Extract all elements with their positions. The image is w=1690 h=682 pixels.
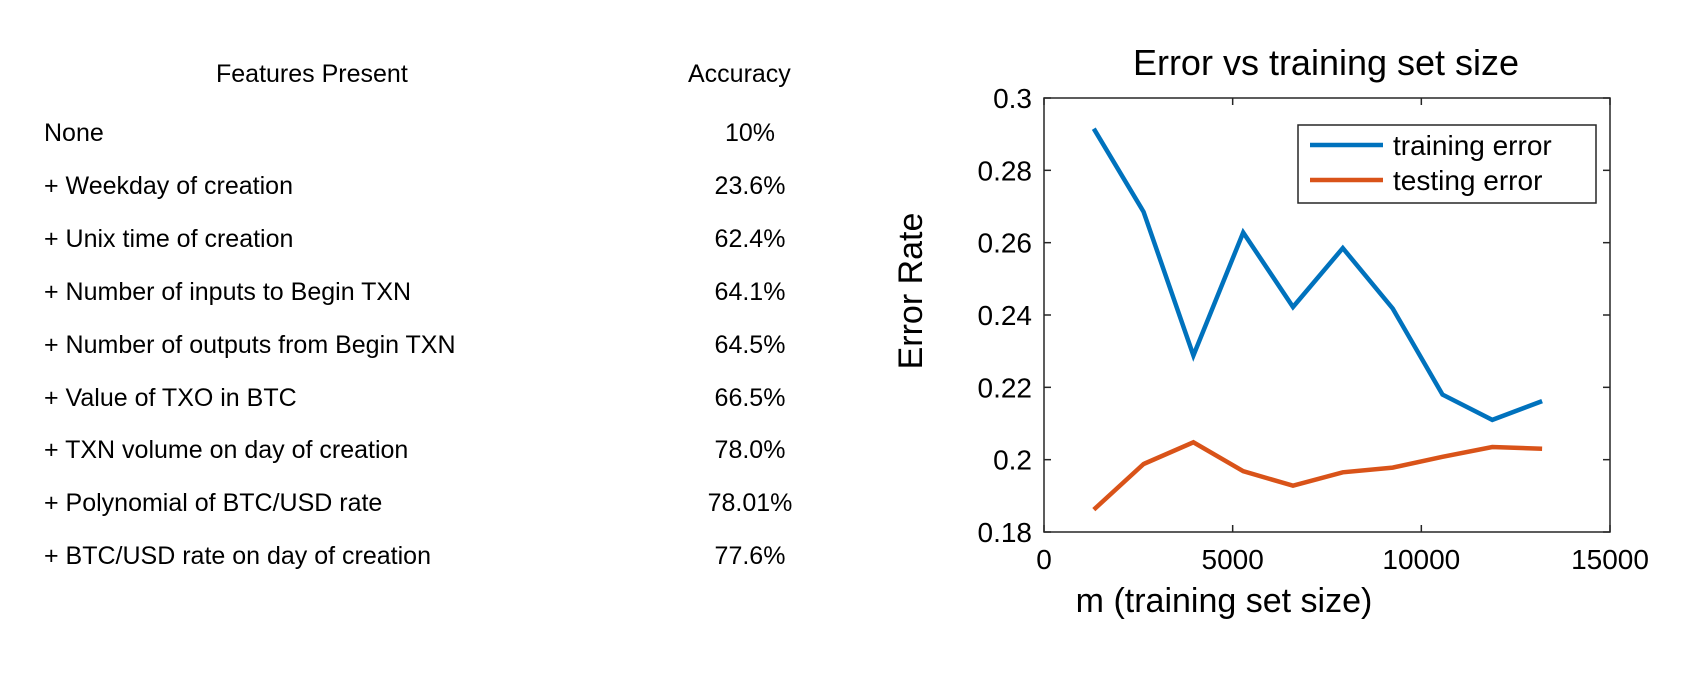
table-row: + Weekday of creation 23.6% (0, 172, 880, 212)
x-axis-label: m (training set size) (1076, 582, 1373, 620)
accuracy-cell: 78.01% (707, 489, 793, 517)
y-tick-label: 0.18 (978, 517, 1033, 548)
accuracy-cell: 23.6% (714, 172, 786, 200)
y-tick-label: 0.28 (978, 155, 1033, 186)
feature-accuracy-table: Features Present Accuracy None 10% + Wee… (0, 60, 880, 582)
x-tick-label: 0 (1036, 544, 1052, 575)
chart-title: Error vs training set size (1133, 42, 1519, 83)
feature-cell: + BTC/USD rate on day of creation (44, 542, 431, 570)
table-row: + Number of inputs to Begin TXN 64.1% (0, 278, 880, 318)
feature-cell: + Unix time of creation (44, 225, 294, 253)
accuracy-header: Accuracy (688, 60, 791, 88)
feature-cell: + Number of inputs to Begin TXN (44, 278, 412, 306)
feature-cell: + TXN volume on day of creation (44, 436, 409, 464)
feature-cell: None (44, 119, 104, 147)
accuracy-cell: 78.0% (714, 436, 786, 464)
y-tick-label: 0.24 (978, 300, 1033, 331)
error-chart: Error vs training set size 0.180.20.220.… (892, 42, 1649, 620)
table-row: + BTC/USD rate on day of creation 77.6% (0, 542, 880, 582)
feature-cell: + Polynomial of BTC/USD rate (44, 489, 383, 517)
y-tick-label: 0.26 (978, 228, 1033, 259)
legend-label: training error (1393, 130, 1552, 161)
legend-label: testing error (1393, 165, 1542, 196)
x-tick-label: 5000 (1202, 544, 1264, 575)
plot-area: 0.18 0.2 0.22 0.24 0.26 0.28 0.3 0 5000 10000 1500… (978, 83, 1649, 575)
table-row: + Value of TXO in BTC 66.5% (0, 384, 880, 424)
series-line-training (1091, 127, 1543, 423)
table-row: + Polynomial of BTC/USD rate 78.01% (0, 489, 880, 529)
accuracy-cell: 64.1% (714, 278, 786, 306)
table-row: + Unix time of creation 62.4% (0, 225, 880, 265)
table-row: + Number of outputs from Begin TXN 64.5% (0, 331, 880, 371)
series-line-testing (1092, 439, 1543, 512)
accuracy-cell: 10% (724, 119, 776, 147)
y-tick-label: 0.2 (993, 445, 1032, 476)
y-axis-label: Error Rate (892, 213, 930, 370)
features-header: Features Present (216, 60, 408, 88)
error-chart-panel: Error vs training set size 0.18 0.2 0.22 0.… (880, 0, 1690, 682)
x-tick-label: 10000 (1382, 544, 1460, 575)
feature-cell: + Weekday of creation (44, 172, 293, 200)
accuracy-cell: 66.5% (714, 384, 786, 412)
y-tick-label: 0.3 (993, 83, 1032, 114)
accuracy-cell: 62.4% (714, 225, 786, 253)
legend-box (1297, 124, 1597, 204)
accuracy-cell: 77.6% (714, 542, 786, 570)
accuracy-cell: 64.5% (714, 331, 786, 359)
x-tick-label: 15000 (1571, 544, 1649, 575)
table-row: + TXN volume on day of creation 78.0% (0, 436, 880, 476)
table-row: None 10% (0, 119, 880, 159)
feature-cell: + Number of outputs from Begin TXN (44, 331, 456, 359)
feature-cell: + Value of TXO in BTC (44, 384, 297, 412)
y-tick-label: 0.22 (978, 372, 1033, 403)
